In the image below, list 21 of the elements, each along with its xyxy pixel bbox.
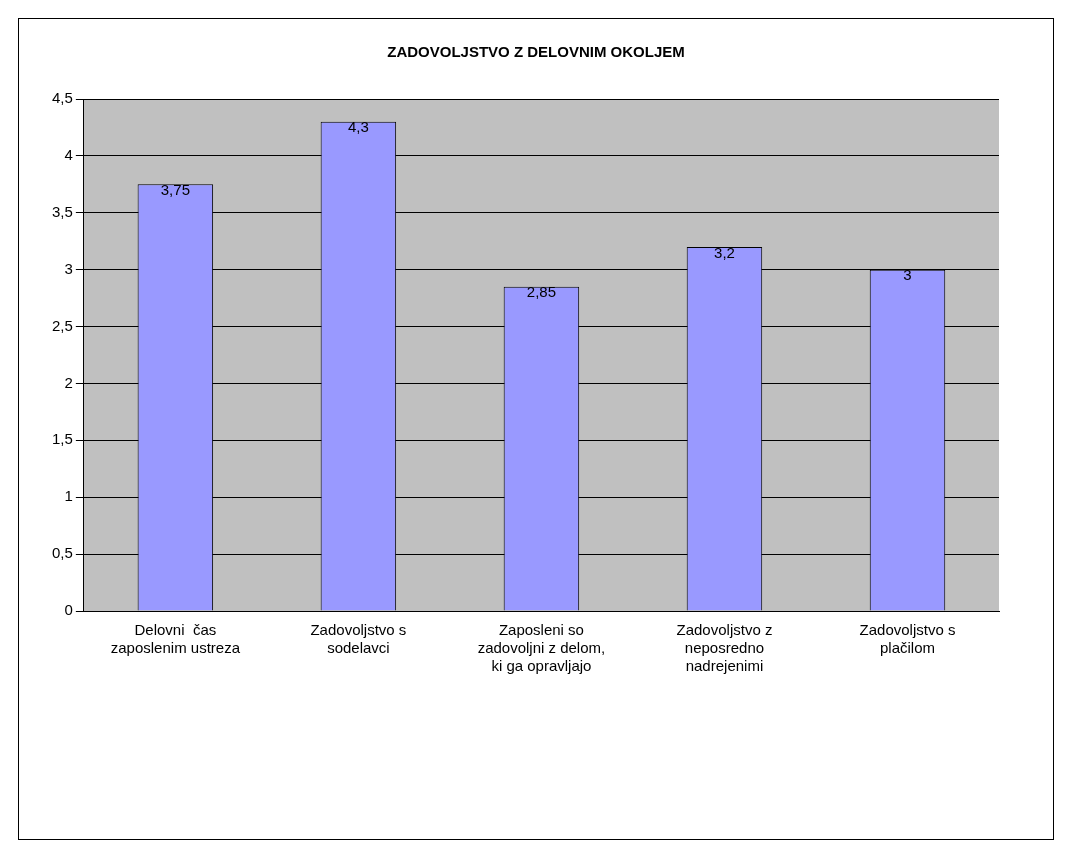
y-tick-label: 1 bbox=[64, 487, 73, 505]
x-tick-label: Zaposleni so zadovoljni z delom, ki ga opravljajo bbox=[477, 621, 606, 675]
y-tick-label: 2,5 bbox=[51, 316, 73, 334]
y-tick-label: 4 bbox=[64, 146, 73, 164]
data-label: 3,2 bbox=[714, 243, 735, 261]
data-label: 2,85 bbox=[526, 283, 557, 301]
x-tick-label: Zadovoljstvo s sodelavci bbox=[310, 621, 407, 657]
chart-title: ZADOVOLJSTVO Z DELOVNIM OKOLJEM bbox=[386, 43, 686, 60]
y-tick-label: 3,5 bbox=[51, 202, 73, 220]
y-tick-label: 2 bbox=[64, 373, 73, 391]
y-tick-label: 0,5 bbox=[51, 544, 73, 562]
x-tick-label: Delovni čas zaposlenim ustreza bbox=[110, 621, 241, 657]
y-tick-label: 1,5 bbox=[51, 430, 73, 448]
x-tick-label: Zadovoljstvo z neposredno nadrejenimi bbox=[676, 621, 773, 675]
data-label: 4,3 bbox=[347, 118, 369, 136]
y-tick-label: 3 bbox=[64, 259, 73, 277]
y-tick-label: 0 bbox=[64, 601, 73, 619]
y-tick-label: 4,5 bbox=[51, 89, 73, 107]
x-tick-label: Zadovoljstvo s plačilom bbox=[859, 621, 956, 657]
data-label: 3 bbox=[903, 266, 912, 284]
data-label: 3,75 bbox=[160, 180, 190, 198]
